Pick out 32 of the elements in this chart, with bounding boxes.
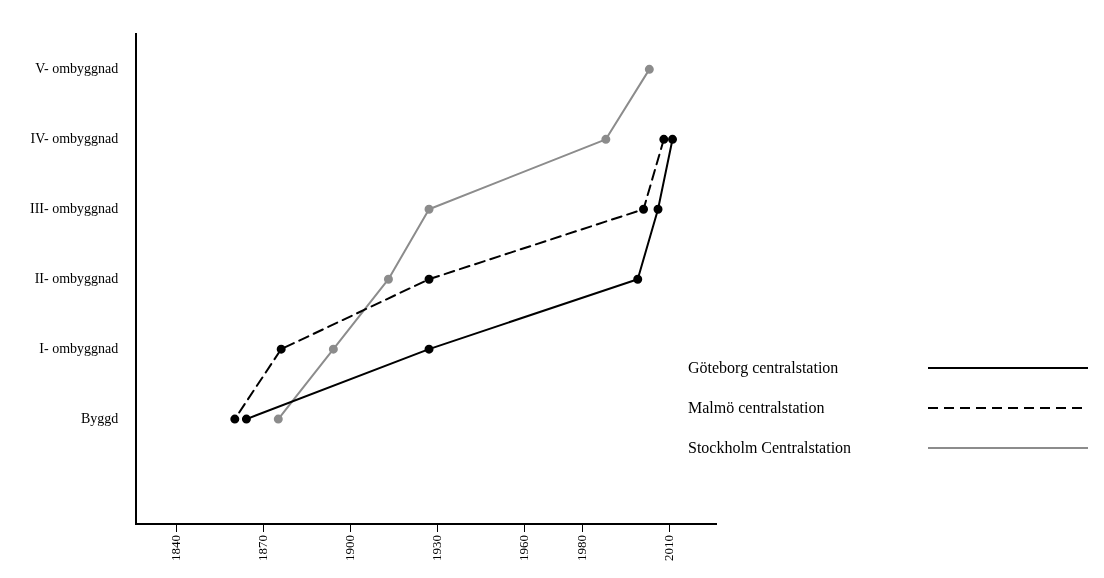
point xyxy=(276,344,286,354)
point xyxy=(328,344,338,354)
x-tick-label: 1900 xyxy=(342,535,358,561)
y-tick-label: I- ombyggnad xyxy=(39,340,119,356)
text: Stockholm Centralstation xyxy=(688,439,853,457)
y-tick-label: Byggd xyxy=(80,410,119,426)
point xyxy=(424,204,434,214)
y-tick-label: IV- ombyggnad xyxy=(30,130,119,146)
point xyxy=(424,344,434,354)
text: Malmö centralstation xyxy=(688,399,826,417)
y-tick-label: II- ombyggnad xyxy=(34,270,119,286)
x-tick-label: 2010 xyxy=(661,535,677,561)
point xyxy=(424,274,434,284)
x-tick-label: 1930 xyxy=(429,535,445,561)
point xyxy=(639,204,649,214)
point xyxy=(241,414,251,424)
x-tick-label: 1870 xyxy=(255,535,271,561)
point xyxy=(273,414,283,424)
point xyxy=(668,134,678,144)
y-tick-label: III- ombyggnad xyxy=(29,200,119,216)
point xyxy=(653,204,663,214)
point xyxy=(383,274,393,284)
x-tick-label: 1980 xyxy=(574,535,590,561)
point xyxy=(230,414,240,424)
point xyxy=(601,134,611,144)
x-tick-label: 1840 xyxy=(168,535,184,561)
y-tick-label: V- ombyggnad xyxy=(35,61,119,77)
x-tick-label: 1960 xyxy=(516,535,532,561)
point xyxy=(644,64,654,74)
text: Göteborg centralstation xyxy=(688,359,840,377)
point xyxy=(659,134,669,144)
point xyxy=(633,274,643,284)
